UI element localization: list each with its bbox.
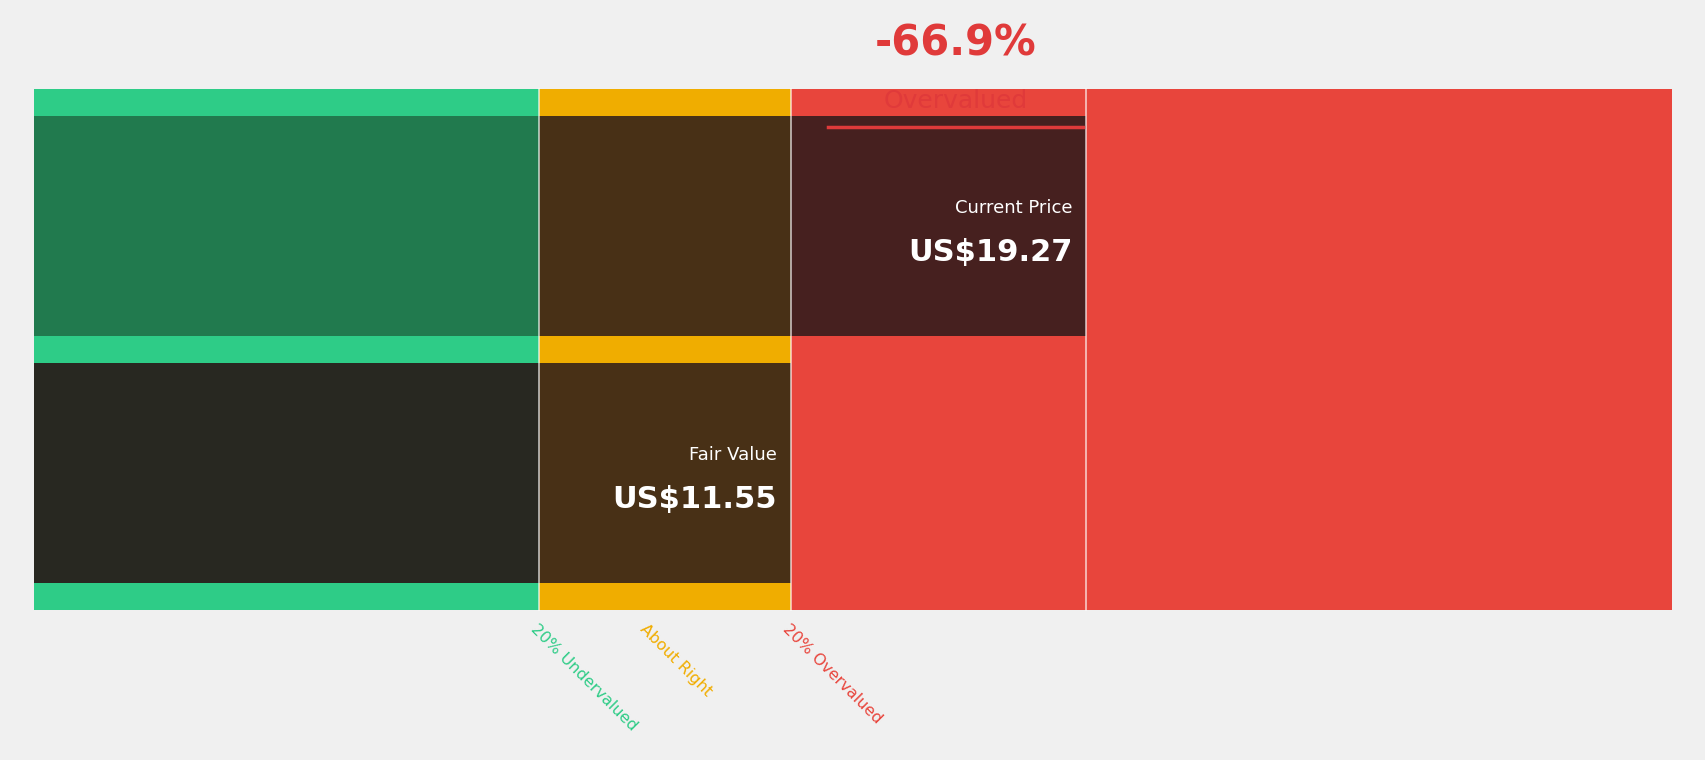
Text: US$11.55: US$11.55 [612, 485, 777, 514]
Bar [539, 337, 791, 363]
Text: About Right: About Right [636, 622, 714, 699]
Bar [34, 116, 539, 337]
Text: Fair Value: Fair Value [689, 446, 777, 464]
Text: US$19.27: US$19.27 [907, 238, 1072, 267]
Text: 20% Overvalued: 20% Overvalued [779, 622, 885, 727]
Bar [34, 363, 539, 584]
Bar [791, 584, 1671, 610]
Text: Current Price: Current Price [955, 199, 1072, 217]
Bar [34, 90, 539, 116]
Bar [539, 363, 791, 584]
Text: Overvalued: Overvalued [883, 90, 1026, 113]
Bar [34, 363, 791, 584]
Text: 20% Undervalued: 20% Undervalued [527, 622, 639, 733]
Bar [791, 90, 1671, 116]
Bar [791, 337, 1671, 363]
Bar [539, 116, 791, 337]
Bar [539, 116, 1086, 337]
Bar [791, 363, 1671, 584]
Text: -66.9%: -66.9% [875, 22, 1035, 65]
Bar [539, 584, 791, 610]
Bar [539, 90, 791, 116]
Bar [791, 116, 1671, 337]
Bar [34, 584, 539, 610]
Bar [34, 337, 539, 363]
